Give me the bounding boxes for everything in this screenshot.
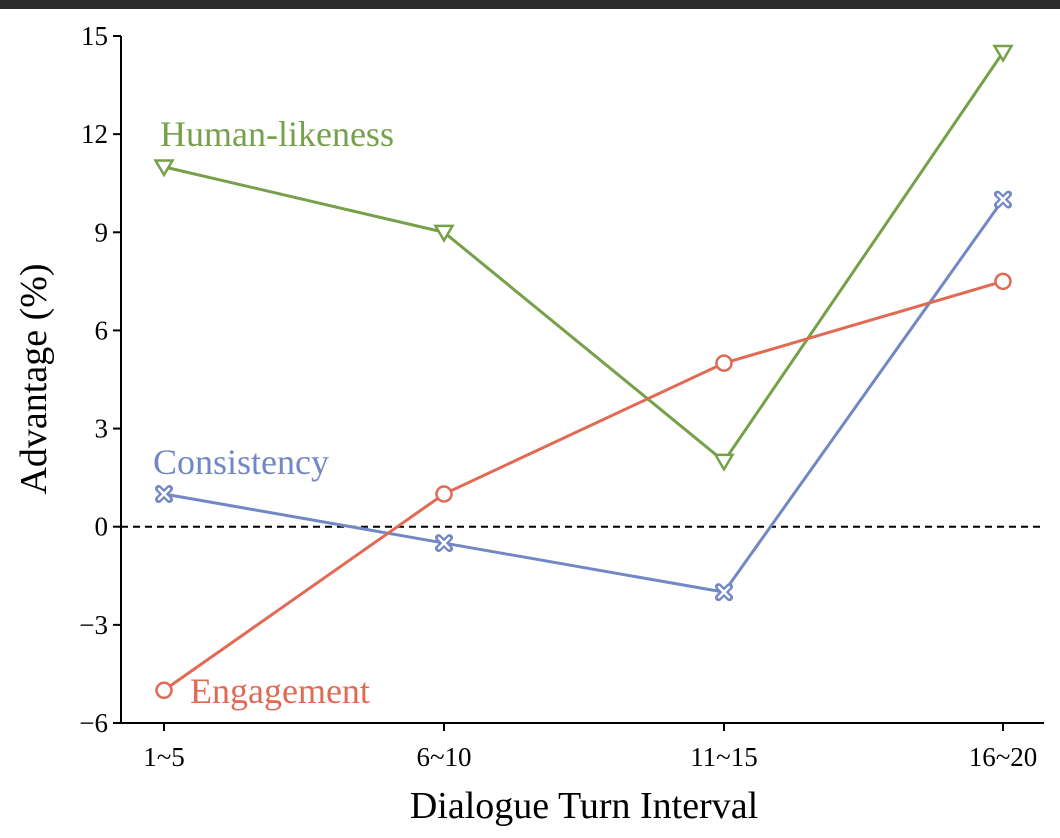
x-tick-label: 11~15 [690,742,758,772]
x-tick-label: 6~10 [416,742,471,772]
y-tick-label: −3 [79,610,108,640]
data-point-engagement-4 [994,272,1012,291]
y-tick-label: 6 [95,315,109,345]
axes-layer [120,36,1044,724]
series-line-consistency [163,198,1005,594]
top-bar [0,0,1060,9]
x-tick-label: 1~5 [143,742,185,772]
data-point-human-likeness-1 [153,159,175,178]
x-axis-title: Dialogue Turn Interval [410,785,758,827]
y-tick-label: 9 [95,217,109,247]
data-point-engagement-2 [435,485,453,503]
data-point-consistency-4 [994,190,1012,209]
series-label-engagement: Engagement [190,671,370,711]
y-tick-label: 0 [95,512,109,542]
series-line-human-likeness [163,51,1005,464]
series-consistency [155,190,1012,602]
data-point-engagement-3 [715,354,733,372]
data-point-consistency-3 [715,583,733,602]
y-tick-label: −6 [79,708,108,738]
series-label-human-likeness: Human-likeness [160,114,394,154]
series-layer [153,44,1014,700]
data-point-consistency-2 [435,534,453,553]
series-line-engagement [163,279,1004,692]
series-label-consistency: Consistency [153,442,329,482]
data-point-human-likeness-2 [433,224,455,243]
series-engagement [155,272,1012,700]
data-point-human-likeness-4 [992,44,1014,63]
y-tick-label: 12 [81,119,108,149]
x-tick-label: 16~20 [969,742,1038,772]
series-human-likeness [153,44,1014,472]
y-tick-label: 3 [95,414,109,444]
y-tick-label: 15 [81,21,108,51]
data-point-engagement-1 [155,681,173,700]
ticks-layer: −6 −3 0 3 6 9 12 15 1~5 6~10 11~15 16~20 [79,21,1037,772]
data-point-consistency-1 [155,485,173,503]
y-axis-title: Advantage (%) [13,263,55,494]
data-point-human-likeness-3 [713,453,735,472]
